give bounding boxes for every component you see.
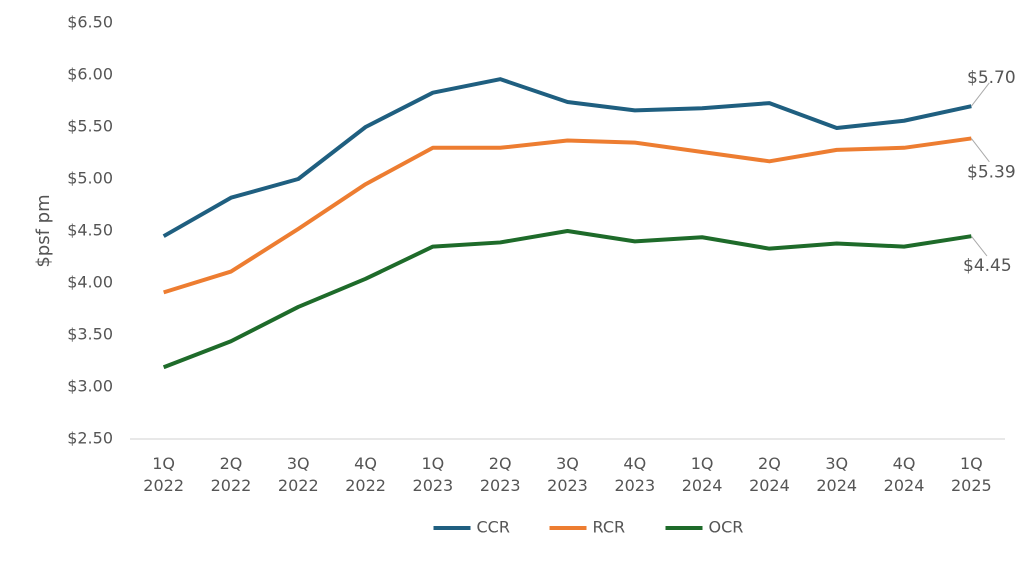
- series-line: [162, 229, 972, 370]
- y-tick-label: $4.50: [67, 221, 113, 240]
- x-tick-label-line: 2023: [480, 476, 521, 495]
- y-tick-label: $4.00: [67, 273, 113, 292]
- x-tick-label-line: 4Q: [354, 454, 377, 473]
- y-axis-title: $psf pm: [33, 194, 54, 267]
- x-tick-label: 2Q 2023: [480, 454, 521, 495]
- x-tick-label-line: 2Q: [489, 454, 512, 473]
- x-tick-label-line: 2024: [749, 476, 790, 495]
- y-tick-label: $6.50: [67, 13, 113, 32]
- x-tick-label-line: 3Q: [556, 454, 579, 473]
- x-tick-label-line: 1Q: [152, 454, 175, 473]
- x-tick-label-line: 1Q: [960, 454, 983, 473]
- x-tick-label-line: 2024: [682, 476, 723, 495]
- y-tick-label: $3.00: [67, 377, 113, 396]
- x-tick-label-line: 2022: [211, 476, 252, 495]
- x-tick-label: 1Q 2023: [413, 454, 454, 495]
- x-tick-label-line: 2Q: [220, 454, 243, 473]
- series-line: [162, 77, 972, 238]
- legend-label: OCR: [709, 518, 744, 537]
- x-tick-label: 3Q 2024: [816, 454, 857, 495]
- x-tick-label-line: 2023: [614, 476, 655, 495]
- label-leader: [970, 138, 990, 163]
- x-tick-label: 2Q 2022: [211, 454, 252, 495]
- y-tick-label: $5.50: [67, 117, 113, 136]
- x-tick-label-line: 2025: [951, 476, 992, 495]
- x-tick-label-line: 2022: [143, 476, 184, 495]
- x-tick-label: 4Q 2023: [614, 454, 655, 495]
- x-tick-label-line: 2024: [816, 476, 857, 495]
- x-tick-label: 1Q 2025: [951, 454, 992, 495]
- x-tick-label-line: 1Q: [421, 454, 444, 473]
- y-tick-label: $5.00: [67, 169, 113, 188]
- x-tick-label-line: 4Q: [893, 454, 916, 473]
- y-tick-label: $6.00: [67, 65, 113, 84]
- legend-label: CCR: [477, 518, 510, 537]
- x-tick-label: 1Q 2022: [143, 454, 184, 495]
- series-line: [163, 136, 972, 295]
- x-tick-label: 4Q 2024: [884, 454, 925, 495]
- x-tick-label: 2Q 2024: [749, 454, 790, 495]
- x-tick-label-line: 2022: [345, 476, 386, 495]
- x-tick-label-line: 3Q: [287, 454, 310, 473]
- label-leader: [970, 82, 990, 107]
- x-tick-label-line: 2024: [884, 476, 925, 495]
- x-tick-label: 3Q 2023: [547, 454, 588, 495]
- data-label: $4.45: [963, 256, 1012, 276]
- x-tick-label: 4Q 2022: [345, 454, 386, 495]
- y-tick-label: $2.50: [67, 429, 113, 448]
- legend-label: RCR: [593, 518, 626, 537]
- x-tick-label: 1Q 2024: [682, 454, 723, 495]
- x-tick-label-line: 4Q: [623, 454, 646, 473]
- x-tick-label-line: 2Q: [758, 454, 781, 473]
- x-tick-label-line: 3Q: [825, 454, 848, 473]
- y-tick-label: $3.50: [67, 325, 113, 344]
- x-tick-label-line: 1Q: [691, 454, 714, 473]
- x-tick-label-line: 2023: [547, 476, 588, 495]
- x-tick-label: 3Q 2022: [278, 454, 319, 495]
- data-label: $5.70: [967, 68, 1016, 88]
- label-leader: [970, 235, 988, 257]
- x-tick-label-line: 2022: [278, 476, 319, 495]
- data-label: $5.39: [967, 162, 1016, 182]
- x-tick-label-line: 2023: [413, 476, 454, 495]
